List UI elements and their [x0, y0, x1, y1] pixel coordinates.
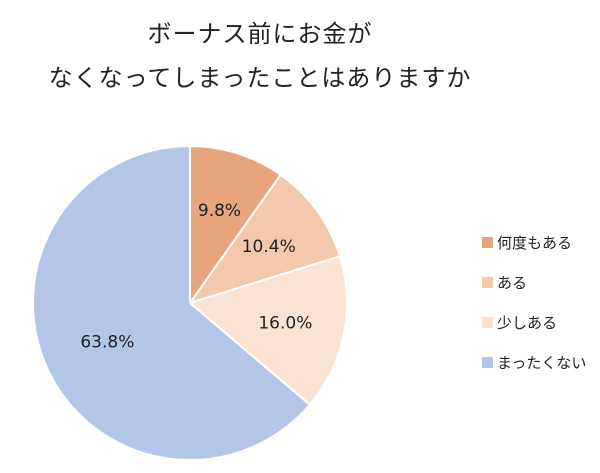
legend-swatch — [482, 316, 493, 328]
slice-value-label: 16.0% — [258, 313, 312, 333]
legend-label: まったくない — [497, 353, 587, 372]
legend-label: 何度もある — [497, 233, 573, 252]
chart-title-line-1: ボーナス前にお金が — [147, 20, 373, 48]
legend-item: 何度もある — [482, 222, 586, 262]
slice-value-label: 63.8% — [80, 332, 134, 352]
legend-item: ある — [482, 262, 586, 302]
legend-swatch — [482, 236, 493, 248]
pie-slice-mattaku-nai — [32, 144, 312, 461]
legend-label: ある — [497, 273, 528, 292]
legend: 何度もある ある 少しある まったくない — [482, 222, 586, 382]
legend-item: まったくない — [482, 342, 586, 382]
legend-label: 少しある — [497, 313, 558, 332]
pie-slice-nandomo-aru — [189, 144, 283, 307]
pie-slice-aru — [187, 173, 342, 305]
slice-value-label: 9.8% — [198, 201, 241, 221]
legend-item: 少しある — [482, 302, 586, 342]
legend-swatch — [482, 276, 493, 288]
slice-value-label: 10.4% — [242, 237, 296, 257]
pie-slice-sukoshi-aru — [187, 255, 348, 406]
chart-title-line-2: なくなってしまったことはありますか — [48, 64, 472, 92]
legend-swatch — [482, 356, 493, 368]
